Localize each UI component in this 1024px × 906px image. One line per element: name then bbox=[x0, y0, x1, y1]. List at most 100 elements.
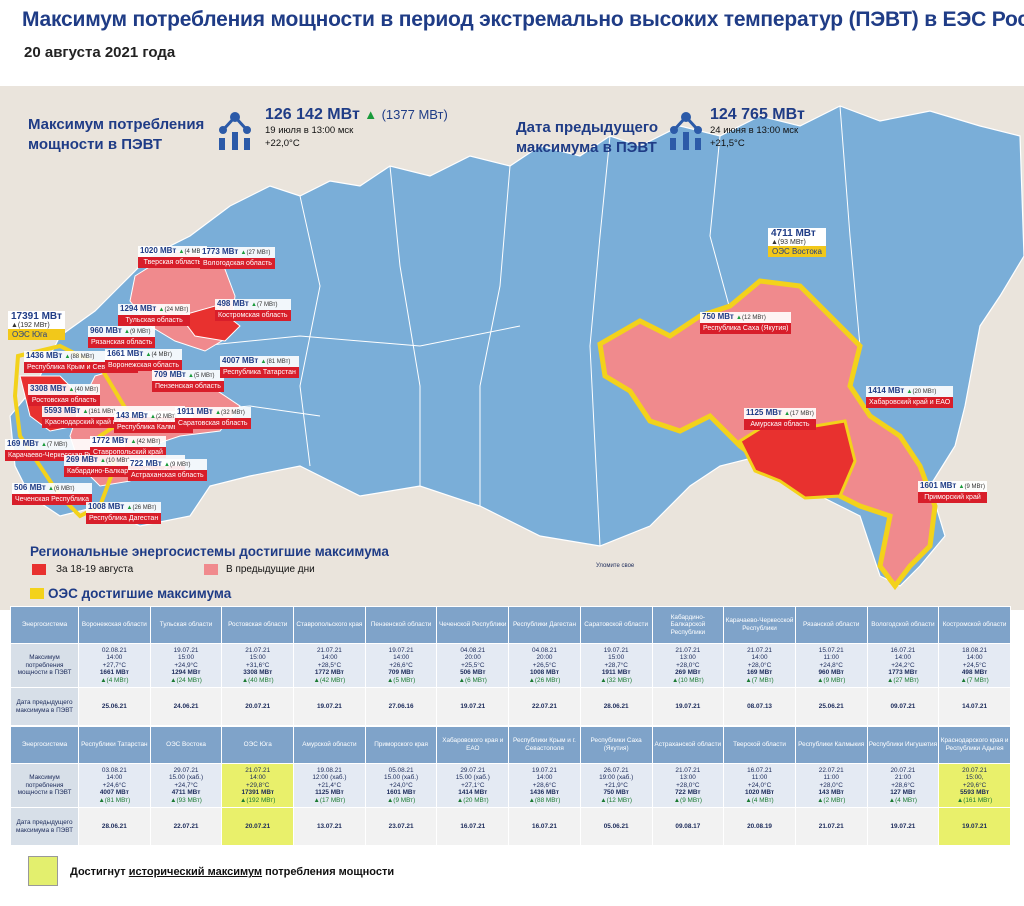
up-arrow-icon: ▲ bbox=[41, 442, 47, 448]
table-cell-line: ▲(9 МВт) bbox=[386, 796, 416, 804]
table-cell-prev: 05.06.21 bbox=[579, 807, 653, 846]
table-cell-max: 03.08.21 14:00 +24,6°С 4007 МВт ▲(81 МВт) bbox=[78, 763, 151, 808]
power-chart-icon bbox=[219, 112, 251, 150]
map-label-region: Костромская область bbox=[215, 310, 291, 321]
kpi-previous-time: 24 июня в 13:00 мск bbox=[710, 125, 799, 136]
table-cell-line: 21.07.21 bbox=[747, 646, 772, 654]
table-cell-line: 14:00 bbox=[321, 654, 338, 662]
map-label-delta: ▲(42 МВт) bbox=[130, 439, 161, 445]
up-arrow-icon: ▲ bbox=[906, 389, 913, 395]
table-cell-line: 19.08.21 bbox=[316, 766, 342, 774]
table-cell-line: 14:00 bbox=[106, 774, 123, 782]
up-arrow-icon: ▲ bbox=[82, 409, 89, 415]
table-cell-line: 498 МВт bbox=[961, 669, 988, 677]
table-cell-line: 1601 МВт bbox=[386, 789, 416, 797]
table-cell-line: 15:00 bbox=[249, 654, 266, 662]
table-column-header: Вологодской области bbox=[866, 606, 940, 644]
map-label: 750 МВт ▲(12 МВт) Республика Саха (Якутия… bbox=[700, 312, 792, 334]
table-column-header: ОЭС Востока bbox=[149, 726, 223, 764]
table-row: Дата предыдущего максимума в ПЭВТ 25.06.2… bbox=[10, 687, 1011, 726]
table-cell-line: ▲(81 МВт) bbox=[98, 796, 131, 804]
table-cell-line: 960 МВт bbox=[818, 669, 844, 677]
map-label-value: 722 МВт ▲(9 МВт) bbox=[128, 459, 207, 470]
table-cell-line: 5593 МВт bbox=[960, 789, 990, 797]
map-note: Уломите свое bbox=[596, 563, 635, 569]
map-label: 1661 МВт ▲(4 МВт) Воронежская область bbox=[105, 349, 182, 371]
table-cell-max: 21.07.21 13:00 +28,0°С 722 МВт ▲(9 МВт) bbox=[651, 763, 725, 808]
table-cell-line: 1661 МВт bbox=[99, 669, 129, 677]
map-label-value: 1773 МВт ▲(27 МВт) bbox=[200, 247, 275, 258]
table-cell-line: +26,5°С bbox=[532, 661, 557, 669]
map-label-value: 1125 МВт ▲(17 МВт) bbox=[744, 408, 816, 419]
up-arrow-icon: ▲ bbox=[364, 107, 378, 122]
table-cell-line: ▲(40 МВт) bbox=[241, 676, 274, 684]
map-label: 1125 МВт ▲(17 МВт) Амурская область bbox=[744, 408, 816, 430]
table-cell-line: ▲(32 МВт) bbox=[600, 676, 633, 684]
table-cell-line: 19.07.21 bbox=[603, 646, 629, 654]
map-label-delta: ▲(161 МВт) bbox=[82, 409, 116, 415]
table-cell-line: ▲(2 МВт) bbox=[817, 796, 846, 804]
table-cell-prev: 20.07.21 bbox=[221, 687, 295, 726]
table-cell-prev: 16.07.21 bbox=[436, 807, 510, 846]
oes-label: 17391 МВт ▲(192 МВт) ОЭС Юга bbox=[8, 311, 65, 340]
table-cell-line: 3308 МВт bbox=[243, 669, 273, 677]
kpi-current-title: Максимум потребления мощности в ПЭВТ bbox=[28, 115, 204, 155]
table-cell-max: 16.07.21 11:00 +24,0°С 1020 МВт ▲(4 МВт) bbox=[723, 763, 796, 808]
table-column-header: Ростовская области bbox=[221, 606, 295, 644]
map-label-region: Амурская область bbox=[744, 419, 816, 430]
table-cell-line: ▲(20 МВт) bbox=[456, 796, 489, 804]
page-title: Максимум потребления мощности в период э… bbox=[22, 8, 1024, 31]
legend-recent-label: За 18-19 августа bbox=[56, 564, 134, 575]
oes-label-name: ОЭС Востока bbox=[768, 246, 826, 257]
oes-label-value: 17391 МВт bbox=[8, 311, 65, 322]
map-label-region: Республика Крым и Севастополь bbox=[24, 362, 138, 373]
table-cell-prev: 22.07.21 bbox=[508, 687, 581, 726]
map-label: 722 МВт ▲(9 МВт) Астраханская область bbox=[128, 459, 207, 481]
table-cell-line: +28,0°С bbox=[676, 781, 700, 789]
table-cell-max: 16.07.21 14:00 +24,2°С 1773 МВт ▲(27 МВт) bbox=[866, 643, 940, 688]
table-column-header: Амурской области bbox=[293, 726, 366, 764]
table-cell-line: ▲(7 МВт) bbox=[745, 676, 774, 684]
map-label-region: Республика Калмыкия bbox=[114, 422, 193, 433]
up-arrow-icon: ▲ bbox=[260, 359, 267, 365]
table-cell-line: 1125 МВт bbox=[315, 789, 344, 797]
table-cell-line: +28,6°С bbox=[532, 781, 557, 789]
table-cell-line: ▲(12 МВт) bbox=[600, 796, 633, 804]
map-label-region: Пензенская область bbox=[152, 381, 224, 392]
kpi-previous-title-l1: Дата предыдущего bbox=[516, 119, 659, 136]
table-column-header: Карачаево-Черкесской Республики bbox=[723, 606, 796, 644]
table-cell-line: 21.07.21 bbox=[245, 646, 271, 654]
map-label: 1436 МВт ▲(88 МВт) Республика Крым и Сева… bbox=[24, 351, 138, 373]
up-arrow-icon: ▲ bbox=[48, 486, 54, 492]
table-cell-line: ▲(4 МВт) bbox=[745, 796, 774, 804]
table-cell-prev: 28.06.21 bbox=[579, 687, 653, 726]
map-label-value: 269 МВт ▲(10 МВт) bbox=[64, 455, 186, 466]
map-label: 1773 МВт ▲(27 МВт) Вологодская область bbox=[200, 247, 275, 269]
legend-oes-swatch bbox=[30, 588, 44, 599]
table-cell-line: ▲(88 МВт) bbox=[528, 796, 561, 804]
map-label-delta: ▲(10 МВт) bbox=[100, 458, 130, 464]
table-cell-prev: 19.07.21 bbox=[651, 687, 725, 726]
map-label-delta: ▲(9 МВт) bbox=[164, 462, 191, 468]
up-arrow-icon: ▲ bbox=[178, 249, 185, 255]
table-cell-line: 14:00 bbox=[106, 654, 123, 662]
table-cell-line: +24,8°С bbox=[819, 661, 843, 669]
table-cell-line: 1008 МВт bbox=[529, 669, 559, 677]
table-cell-line: 15.07.21 bbox=[818, 646, 844, 654]
table-cell-line: 16.07.21 bbox=[747, 766, 772, 774]
legend-recent-swatch bbox=[32, 564, 46, 575]
up-arrow-icon: ▲ bbox=[130, 439, 137, 445]
table-cell-line: 20:00 bbox=[536, 654, 553, 662]
map-label-region: Ставропольский край bbox=[90, 447, 166, 458]
table-cell-line: +24,9°С bbox=[174, 661, 198, 669]
table-column-header: Пензенской области bbox=[364, 606, 438, 644]
map-label: 1414 МВт ▲(20 МВт) Хабаровский край и ЕАО bbox=[866, 386, 954, 408]
legend-heading: Региональные энергосистемы достигшие мак… bbox=[30, 544, 389, 559]
legend-previous-swatch bbox=[204, 564, 218, 575]
table-column-header: Республики Татарстан bbox=[78, 726, 151, 764]
map-label-region: Краснодарский край и Республика Адыгея bbox=[42, 417, 186, 428]
table-cell-line: +26,6°С bbox=[389, 661, 413, 669]
table-cell-prev: 20.07.21 bbox=[221, 807, 295, 846]
table-column-header: Тверской области bbox=[723, 726, 796, 764]
table-cell-max: 20.07.21 15:00, +29,6°С 5593 МВт ▲(161 МВт) bbox=[938, 763, 1011, 808]
